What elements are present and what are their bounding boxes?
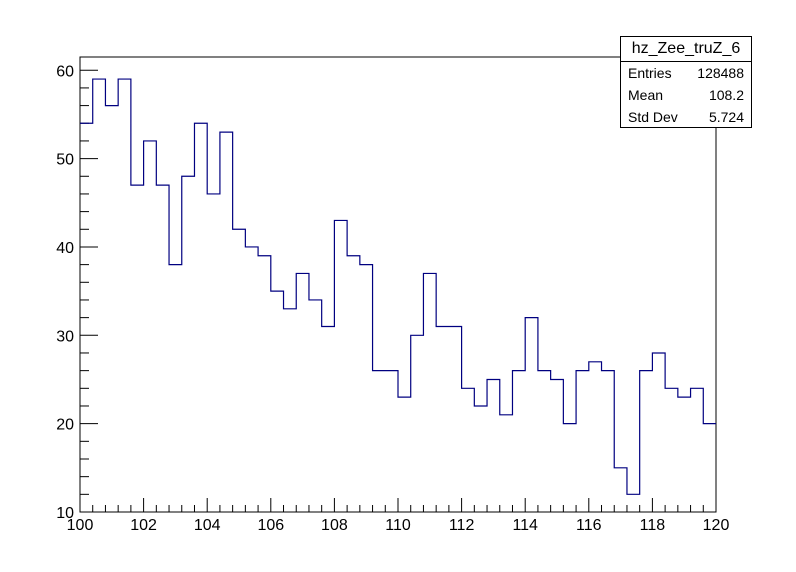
- y-axis: 10 20 30 40 50 60: [56, 63, 98, 522]
- y-tick-label: 20: [56, 417, 74, 434]
- x-tick-label: 100: [67, 517, 94, 534]
- stats-mean-label: Mean: [628, 87, 664, 103]
- stats-mean-value: 108.2: [708, 87, 744, 103]
- x-axis: 100 102 104 106 108 110 112 114 116 118 120: [67, 498, 730, 534]
- stats-row-stddev: Std Dev 5.724: [621, 106, 751, 128]
- x-tick-label: 104: [194, 517, 221, 534]
- stats-stddev-label: Std Dev: [628, 109, 678, 125]
- x-tick-label: 112: [449, 517, 475, 534]
- x-tick-label: 102: [130, 517, 157, 534]
- stats-row-mean: Mean 108.2: [621, 84, 751, 106]
- y-tick-label: 10: [56, 505, 74, 522]
- stats-entries-label: Entries: [628, 65, 672, 81]
- x-tick-label: 108: [321, 517, 348, 534]
- stats-row-entries: Entries 128488: [621, 62, 751, 84]
- stats-box: hz_Zee_truZ_6 Entries 128488 Mean 108.2 …: [620, 36, 752, 128]
- x-tick-label: 110: [385, 517, 411, 534]
- x-tick-label: 114: [512, 517, 538, 534]
- histogram-series-line: [80, 78, 716, 495]
- stats-entries-value: 128488: [697, 65, 744, 81]
- x-tick-label: 116: [576, 517, 602, 534]
- x-tick-label: 106: [257, 517, 284, 534]
- x-tick-label: 120: [703, 517, 730, 534]
- x-tick-label: 118: [640, 517, 666, 534]
- y-tick-label: 50: [56, 152, 74, 169]
- stats-stddev-value: 5.724: [708, 109, 744, 125]
- y-tick-label: 60: [56, 63, 74, 80]
- y-tick-label: 30: [56, 328, 74, 345]
- stats-title: hz_Zee_truZ_6: [621, 37, 751, 62]
- y-tick-label: 40: [56, 240, 74, 257]
